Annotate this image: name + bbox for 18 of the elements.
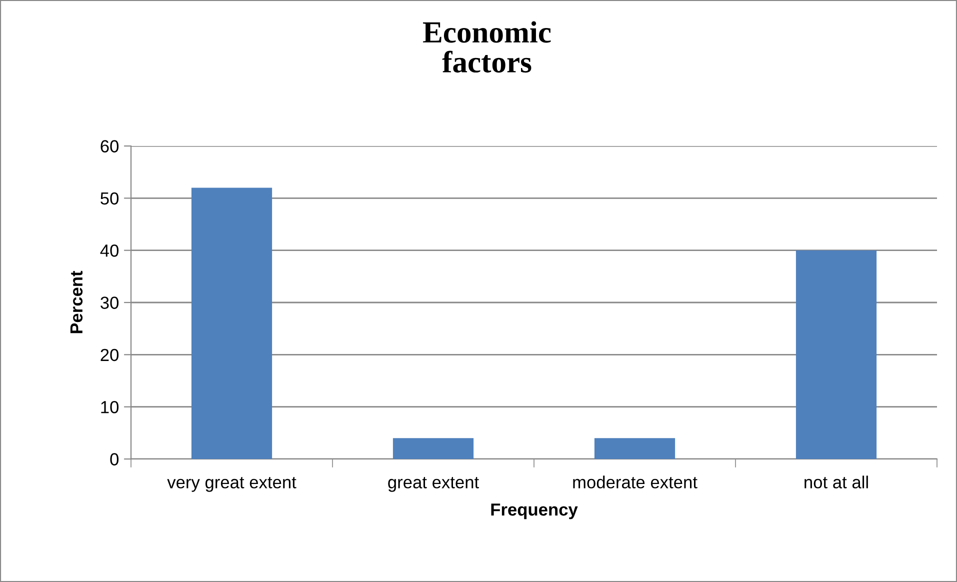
y-axis-title: Percent xyxy=(70,270,83,334)
x-tick-label: moderate extent xyxy=(573,476,698,488)
y-tick-label: 60 xyxy=(100,140,119,152)
chart-title: Economic factors xyxy=(423,21,551,73)
x-tick-label: great extent xyxy=(388,477,479,492)
x-axis-title: Frequency xyxy=(491,504,578,520)
bar xyxy=(594,438,676,459)
y-tick-label: 30 xyxy=(100,296,119,309)
y-tick-label: 20 xyxy=(100,348,119,362)
y-tick-label: 0 xyxy=(110,453,119,466)
y-tick-label: 50 xyxy=(100,192,119,205)
x-tick-label: not at all xyxy=(804,476,868,488)
y-tick-label: 40 xyxy=(100,244,119,257)
bar xyxy=(392,438,474,459)
y-tick-label: 10 xyxy=(101,401,119,414)
bar xyxy=(796,250,877,459)
x-tick-label: very great extent xyxy=(167,477,296,492)
bar xyxy=(191,188,272,459)
